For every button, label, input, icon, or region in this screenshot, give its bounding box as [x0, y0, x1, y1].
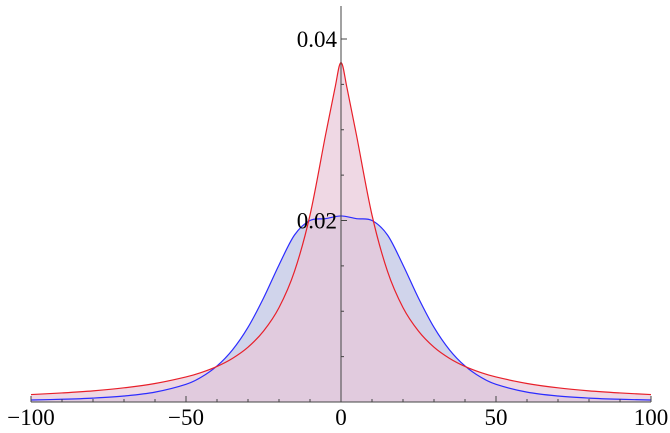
x-tick-label: 100: [634, 405, 669, 430]
x-tick-label: −100: [7, 405, 54, 430]
x-tick-label: 0: [335, 405, 347, 430]
x-tick-label: 50: [485, 405, 508, 430]
y-tick-label: 0.02: [297, 209, 337, 234]
x-tick-label: −50: [168, 405, 204, 430]
y-ticks: 0.02 0.04: [297, 27, 347, 358]
y-tick-label: 0.04: [297, 27, 338, 52]
axes: [31, 6, 651, 403]
x-ticks: −100 −50 0 50 100: [7, 396, 668, 430]
